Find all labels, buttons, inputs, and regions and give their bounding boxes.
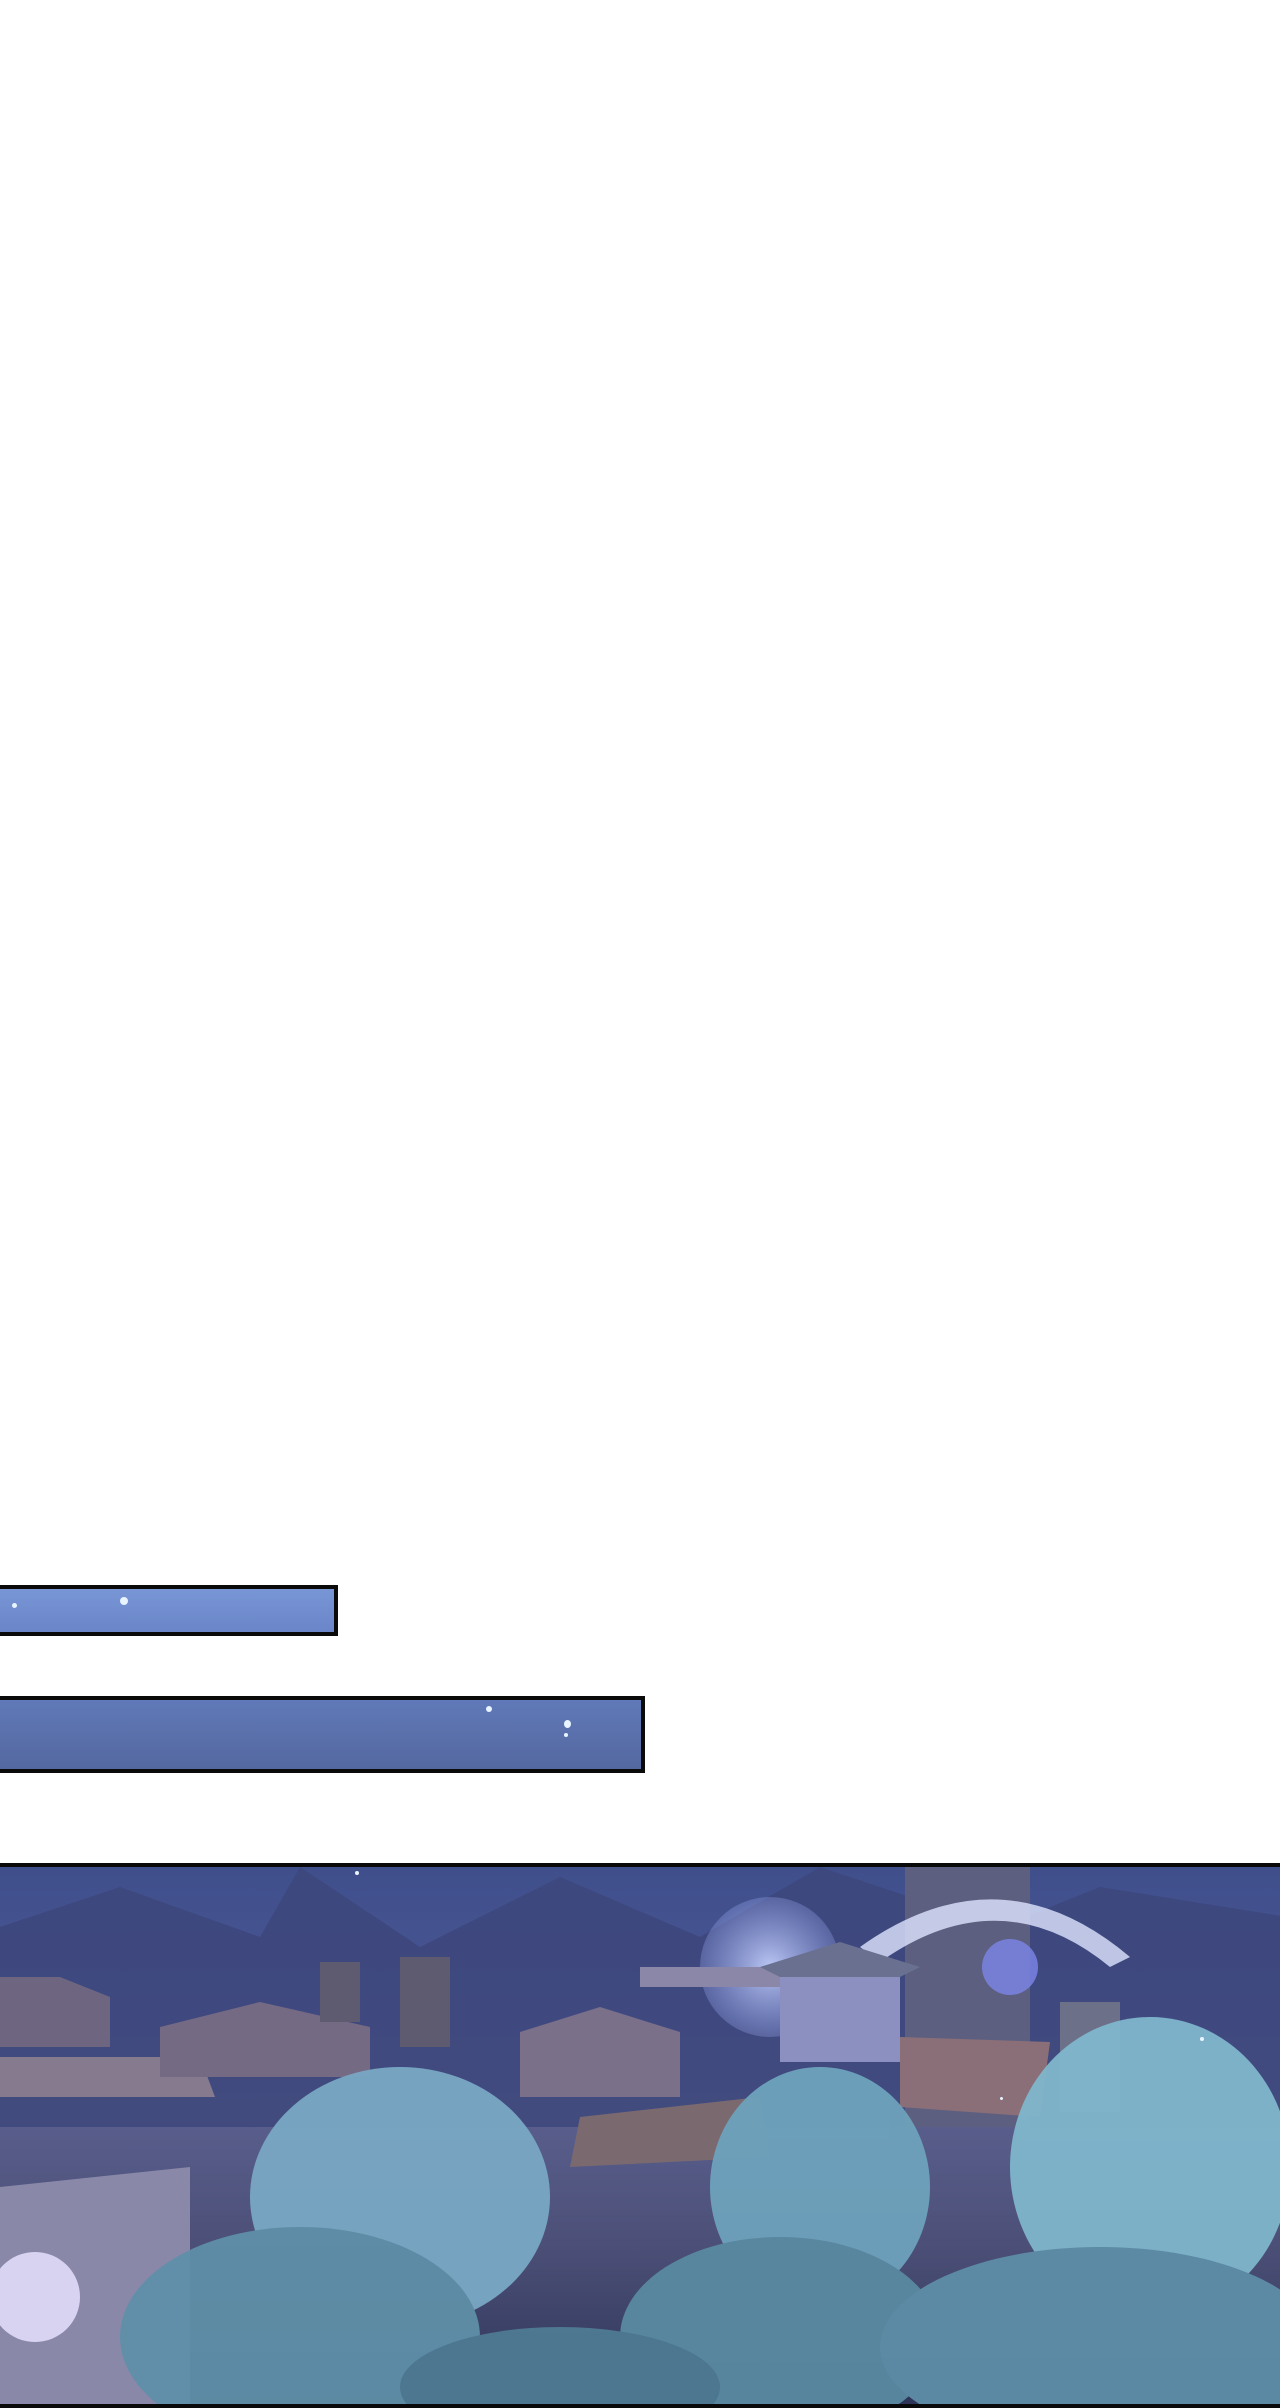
rooftops [0,1942,1120,2167]
sky-strip-panel-2 [0,1696,645,1773]
sparkle [486,1706,492,1712]
sparkle [564,1733,568,1737]
night-town-illustration [0,1863,1280,2408]
sparkle [355,1871,359,1875]
sparkle [120,1597,128,1605]
arch-bridge [860,1899,1130,1967]
sparkle [12,1603,17,1608]
sparkle [1200,2037,1204,2041]
sparkle [1000,2097,1003,2100]
light-orb [982,1939,1038,1995]
sky-strip-panel-1 [0,1585,338,1636]
town-scene [0,1867,1280,2404]
lantern-glow [0,2252,80,2342]
foliage [120,2017,1280,2404]
sparkle [564,1720,571,1728]
